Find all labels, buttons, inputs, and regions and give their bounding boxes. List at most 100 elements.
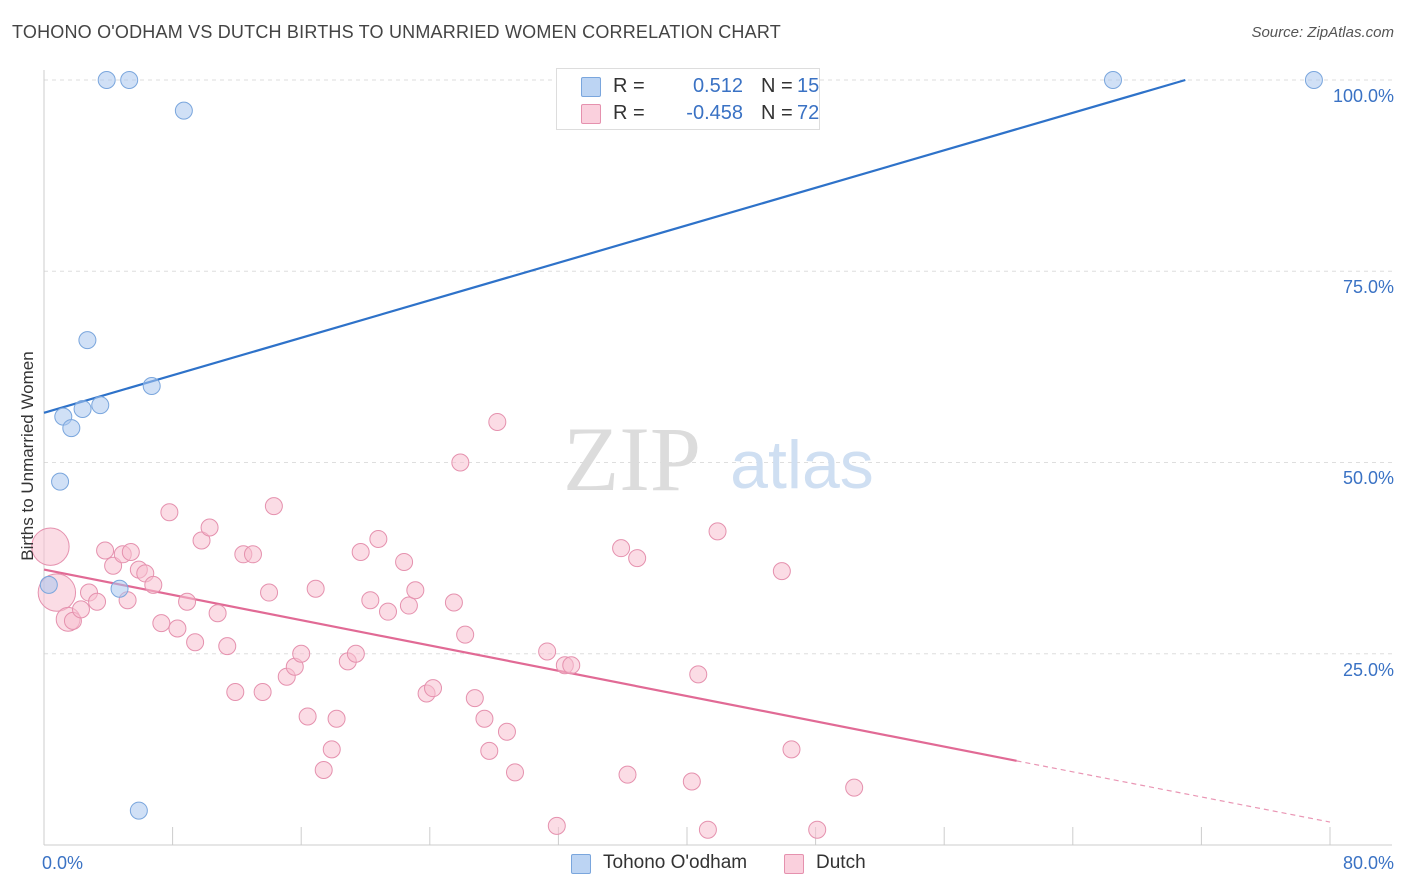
dutch-point	[845, 778, 864, 797]
grid-lines	[44, 79, 1392, 655]
dutch-point	[465, 689, 484, 708]
bottom-legend-swatch-tohono	[571, 854, 591, 874]
y-tick-label: 25.0%	[1342, 660, 1394, 680]
dutch-point	[208, 604, 227, 623]
dutch-point	[327, 709, 346, 728]
dutch-point	[772, 562, 791, 581]
data-points	[31, 71, 1323, 839]
trend-line-dutch-extension	[1016, 760, 1331, 823]
dutch-point	[395, 552, 414, 571]
tohono-point	[142, 377, 161, 395]
dutch-point	[456, 625, 475, 644]
dutch-point	[708, 522, 727, 541]
legend-n-label: N =	[761, 102, 793, 124]
dutch-point	[168, 619, 187, 638]
dutch-point	[322, 740, 341, 759]
dutch-point	[160, 503, 179, 522]
dutch-point	[121, 543, 140, 562]
bottom-legend-label-dutch: Dutch	[816, 852, 866, 873]
dutch-point	[424, 679, 443, 698]
dutch-point	[104, 556, 123, 575]
y-axis-label: Births to Unmarried Women	[18, 351, 37, 561]
dutch-point	[618, 765, 637, 784]
tohono-point	[1304, 71, 1323, 89]
tohono-point	[174, 101, 193, 120]
axes	[43, 70, 1392, 846]
dutch-point	[451, 453, 470, 472]
dutch-point	[298, 707, 317, 726]
dutch-point	[186, 633, 205, 652]
watermark-zip: ZIP	[563, 408, 701, 510]
dutch-point	[152, 614, 171, 633]
tohono-point	[120, 71, 139, 89]
dutch-point	[253, 683, 272, 701]
dutch-point	[497, 722, 516, 741]
dutch-point	[612, 539, 631, 558]
dutch-point	[379, 602, 398, 621]
y-tick-label: 50.0%	[1342, 468, 1394, 488]
watermark: ZIP atlas	[563, 408, 874, 510]
dutch-point	[689, 665, 708, 684]
dutch-point	[346, 644, 365, 663]
tohono-point	[51, 472, 70, 491]
tohono-point	[62, 419, 81, 438]
dutch-point	[562, 656, 581, 675]
dutch-point	[226, 683, 245, 701]
tohono-point	[73, 399, 92, 418]
tohono-point	[97, 71, 116, 89]
legend-r-value-dutch: -0.458	[686, 102, 743, 124]
x-tick-label-max: 80.0%	[1342, 853, 1394, 873]
dutch-point	[71, 600, 90, 619]
dutch-point	[444, 593, 463, 612]
tohono-point	[39, 575, 58, 594]
dutch-point	[406, 581, 425, 600]
tohono-point	[78, 331, 97, 350]
dutch-point	[682, 772, 701, 791]
y-tick-label: 100.0%	[1332, 86, 1394, 106]
dutch-point	[218, 637, 237, 656]
dutch-point	[264, 497, 283, 516]
chart-title: TOHONO O'ODHAM VS DUTCH BIRTHS TO UNMARR…	[12, 22, 781, 42]
dutch-point	[399, 596, 418, 615]
trend-line-dutch	[43, 568, 1017, 762]
legend-r-value-tohono: 0.512	[692, 75, 743, 97]
legend-n-value-tohono: 15	[797, 75, 820, 97]
legend-r-label: R =	[613, 102, 645, 124]
dutch-point	[698, 820, 717, 839]
legend-swatch-dutch	[581, 104, 601, 124]
dutch-point	[314, 761, 333, 780]
dutch-point	[628, 549, 647, 568]
dutch-point	[480, 741, 499, 760]
dutch-point	[361, 591, 380, 610]
legend-r-label: R =	[613, 75, 645, 97]
trend-lines	[43, 78, 1331, 823]
dutch-point	[475, 709, 494, 728]
stats-legend: R = 0.512 N = 15 R = -0.458 N = 72	[556, 68, 820, 130]
dutch-point	[31, 527, 70, 566]
tohono-point	[129, 801, 148, 820]
dutch-point	[505, 763, 524, 782]
bottom-legend-label-tohono: Tohono O'odham	[603, 852, 748, 873]
legend-n-label: N =	[761, 75, 793, 97]
bottom-legend-swatch-dutch	[784, 854, 804, 874]
dutch-point	[488, 412, 507, 431]
y-tick-label: 75.0%	[1342, 277, 1394, 297]
dutch-point	[306, 579, 325, 598]
dutch-point	[200, 518, 219, 537]
dutch-point	[144, 575, 163, 594]
legend-swatch-tohono	[581, 77, 601, 97]
dutch-point	[292, 644, 311, 663]
dutch-point	[178, 592, 197, 611]
dutch-point	[538, 642, 557, 661]
source-credit: Source: ZipAtlas.com	[1251, 24, 1394, 41]
dutch-point	[260, 583, 279, 602]
legend-n-value-dutch: 72	[797, 102, 820, 124]
dutch-point	[192, 531, 211, 550]
dutch-point	[243, 545, 262, 564]
dutch-point	[88, 592, 107, 611]
dutch-point	[369, 530, 388, 548]
dutch-point	[547, 816, 566, 835]
dutch-point	[351, 543, 370, 562]
dutch-point	[808, 820, 827, 839]
